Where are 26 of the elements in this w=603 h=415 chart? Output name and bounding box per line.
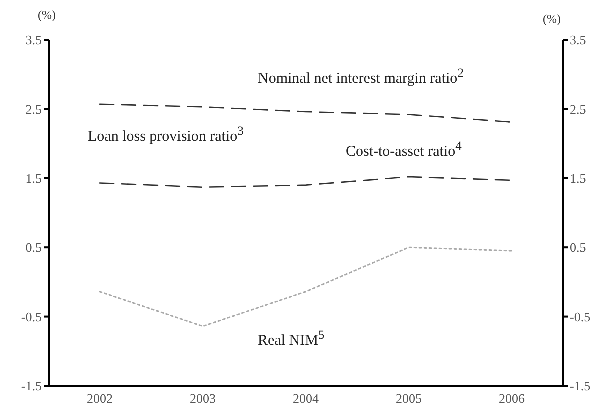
x-tick-label: 2003: [190, 391, 216, 406]
y2-axis-title: (%): [543, 12, 561, 27]
y2-tick-label: 2.5: [570, 102, 586, 117]
line-series: [99, 246, 513, 328]
y-tick-label: -0.5: [21, 309, 42, 324]
y-axis-title: (%): [38, 8, 56, 23]
annotation: Cost-to-asset ratio$^{4}$: [346, 139, 462, 161]
y2-tick-label: -0.5: [570, 309, 591, 324]
line-series: [99, 176, 513, 188]
y-tick-label: -1.5: [21, 378, 42, 394]
y-tick-label: 1.5: [26, 171, 42, 186]
y-tick-label: 0.5: [26, 240, 42, 256]
y2-tick-label: 0.5: [570, 240, 586, 256]
y2-tick-label: 3.5: [570, 32, 586, 48]
y-tick-label: 2.5: [26, 102, 42, 117]
annotation: Nominal net interest margin ratio$^{2}$: [258, 66, 464, 88]
x-tick-label: 2006: [499, 391, 526, 406]
y2-tick-label: 1.5: [570, 171, 586, 186]
x-tick-label: 2004: [293, 391, 320, 406]
y2-tick-label: -1.5: [570, 378, 591, 394]
annotation: Real NIM$^{5}$: [258, 328, 325, 350]
line-series: [99, 104, 513, 123]
y-tick-label: 3.5: [26, 32, 42, 48]
annotation: Loan loss provision ratio$^{3}$: [88, 124, 244, 146]
x-tick-label: 2002: [87, 391, 113, 406]
x-tick-label: 2005: [396, 391, 422, 406]
